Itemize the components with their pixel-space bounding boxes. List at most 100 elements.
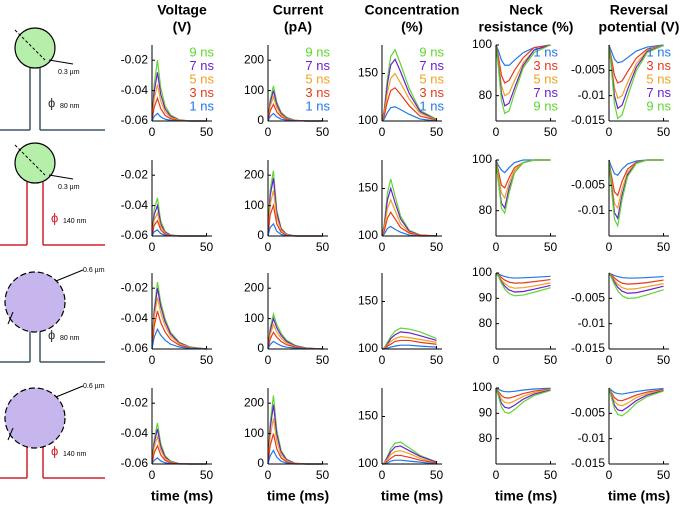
data-line	[495, 159, 551, 200]
x-tick-label: 50	[657, 468, 671, 482]
x-tick-label: 0	[493, 125, 500, 139]
legend-entry: 9 ns	[305, 44, 330, 59]
legend-entry: 7 ns	[419, 58, 444, 73]
legend-entry: 3 ns	[533, 58, 558, 73]
legend-entry: 1 ns	[419, 98, 444, 113]
data-line	[495, 272, 551, 297]
x-tick-label: 0	[149, 240, 156, 254]
y-tick-label: 100	[358, 456, 378, 470]
y-tick-label: 150	[358, 294, 378, 308]
neck-symbol: ϕ	[48, 327, 55, 342]
data-line	[381, 86, 437, 122]
x-tick-label: 0	[606, 240, 613, 254]
y-tick-label: 200	[244, 280, 264, 294]
data-line	[381, 336, 437, 350]
data-line	[151, 229, 207, 237]
x-tick-label: 0	[265, 240, 272, 254]
y-tick-label: -0.015	[571, 456, 605, 470]
data-line	[381, 106, 437, 122]
spine-head	[14, 27, 56, 69]
x-tick-label: 0	[493, 240, 500, 254]
chart-title: Reversal	[610, 2, 668, 18]
data-line	[608, 159, 664, 228]
data-line	[495, 159, 551, 215]
x-tick-label: 0	[606, 468, 613, 482]
data-line	[151, 282, 207, 350]
x-tick-label: 50	[430, 468, 444, 482]
data-line	[151, 203, 207, 237]
data-line	[495, 159, 551, 174]
y-tick-label: -0.01	[578, 88, 606, 102]
y-tick-label: 100	[472, 265, 492, 279]
head-size-label: 0.3 µm	[58, 184, 80, 191]
data-line	[608, 44, 664, 64]
dimension-line	[48, 59, 74, 65]
arrow	[14, 144, 46, 176]
chart-title: potential (V)	[599, 19, 680, 35]
x-axis-label: time (ms)	[381, 488, 443, 504]
data-line	[495, 44, 551, 115]
legend-entry: 7 ns	[533, 85, 558, 100]
data-line	[608, 387, 664, 402]
y-tick-label: -0.02	[121, 395, 149, 409]
x-tick-label: 50	[200, 353, 214, 367]
spine-head	[4, 271, 66, 333]
arrow	[7, 427, 14, 441]
chart-title: (pA)	[284, 19, 312, 35]
chart-title: Concentration	[365, 2, 460, 18]
arrow	[7, 311, 14, 325]
legend-entry: 3 ns	[646, 58, 671, 73]
y-tick-label: 0	[257, 341, 264, 355]
y-tick-label: 100	[244, 426, 264, 440]
y-tick-label: -0.015	[571, 341, 605, 355]
x-tick-label: 0	[606, 125, 613, 139]
y-tick-label: -0.01	[578, 316, 606, 330]
y-tick-label: 200	[244, 167, 264, 181]
x-tick-label: 0	[606, 353, 613, 367]
x-tick-label: 50	[200, 240, 214, 254]
y-tick-label: 90	[479, 291, 493, 305]
y-tick-label: -0.06	[121, 113, 149, 127]
y-tick-label: -0.04	[121, 426, 149, 440]
y-tick-label: -0.06	[121, 228, 149, 242]
legend-entry: 5 ns	[419, 71, 444, 86]
data-line	[495, 387, 551, 409]
y-tick-label: -0.04	[121, 83, 149, 97]
data-line	[608, 387, 664, 417]
legend-entry: 1 ns	[189, 98, 214, 113]
x-tick-label: 50	[430, 240, 444, 254]
data-line	[608, 272, 664, 279]
legend-entry: 9 ns	[646, 98, 671, 113]
legend-entry: 1 ns	[305, 98, 330, 113]
neck-symbol: ϕ	[51, 210, 58, 225]
y-tick-label: 100	[472, 380, 492, 394]
x-tick-label: 50	[544, 240, 558, 254]
x-tick-label: 50	[430, 353, 444, 367]
y-tick-label: -0.06	[121, 456, 149, 470]
chart-title: Current	[273, 2, 324, 18]
y-tick-label: 100	[358, 113, 378, 127]
neck-symbol: ϕ	[51, 443, 58, 458]
data-line	[608, 159, 664, 220]
x-tick-label: 50	[316, 353, 330, 367]
x-tick-label: 0	[149, 125, 156, 139]
x-tick-label: 50	[544, 125, 558, 139]
legend-entry: 3 ns	[305, 85, 330, 100]
x-axis-label: time (ms)	[608, 488, 670, 504]
x-tick-label: 0	[379, 353, 386, 367]
y-tick-label: 100	[472, 152, 492, 166]
x-tick-label: 50	[430, 125, 444, 139]
data-line	[608, 387, 664, 407]
y-tick-label: 150	[358, 66, 378, 80]
x-tick-label: 50	[200, 125, 214, 139]
data-line	[381, 72, 437, 122]
spine-head	[14, 142, 56, 184]
data-line	[381, 211, 437, 237]
y-tick-label: 0	[257, 113, 264, 127]
head-size-label: 0.3 µm	[58, 69, 80, 76]
dimension-line	[55, 385, 84, 398]
x-tick-label: 0	[149, 353, 156, 367]
x-axis-label: time (ms)	[267, 488, 329, 504]
legend-entry: 1 ns	[533, 44, 558, 59]
y-tick-label: -0.015	[571, 113, 605, 127]
